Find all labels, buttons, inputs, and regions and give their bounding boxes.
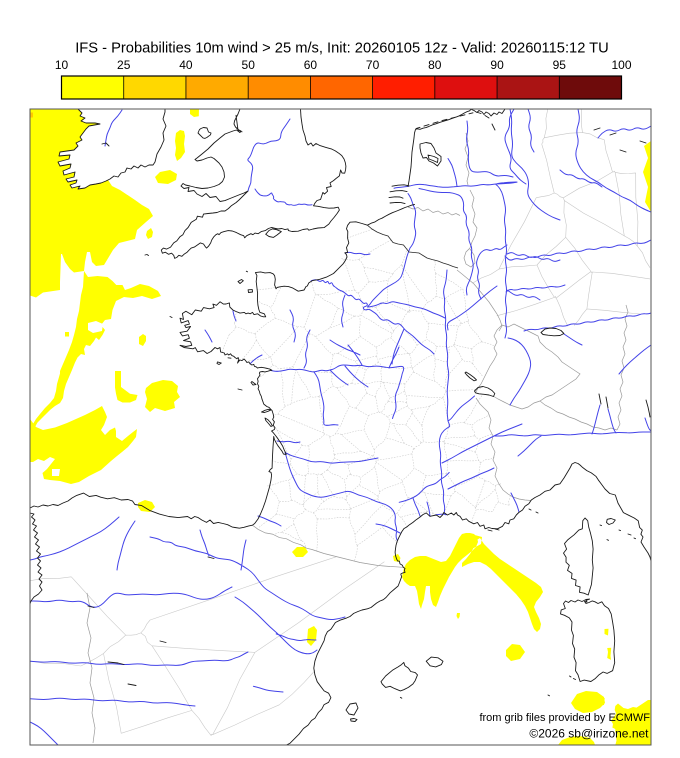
svg-text:90: 90: [490, 58, 504, 72]
svg-text:60: 60: [304, 58, 318, 72]
svg-text:10: 10: [55, 58, 69, 72]
svg-text:100: 100: [611, 58, 631, 72]
svg-text:40: 40: [179, 58, 193, 72]
svg-text:from grib files provided by EC: from grib files provided by ECMWF: [479, 712, 650, 724]
svg-text:©2026 sb@irizone.net: ©2026 sb@irizone.net: [529, 727, 649, 741]
svg-text:IFS - Probabilities 10m wind >: IFS - Probabilities 10m wind > 25 m/s, I…: [75, 41, 609, 57]
svg-text:80: 80: [428, 58, 442, 72]
svg-text:70: 70: [366, 58, 380, 72]
svg-text:50: 50: [242, 58, 256, 72]
svg-text:95: 95: [553, 58, 567, 72]
svg-text:25: 25: [117, 58, 131, 72]
